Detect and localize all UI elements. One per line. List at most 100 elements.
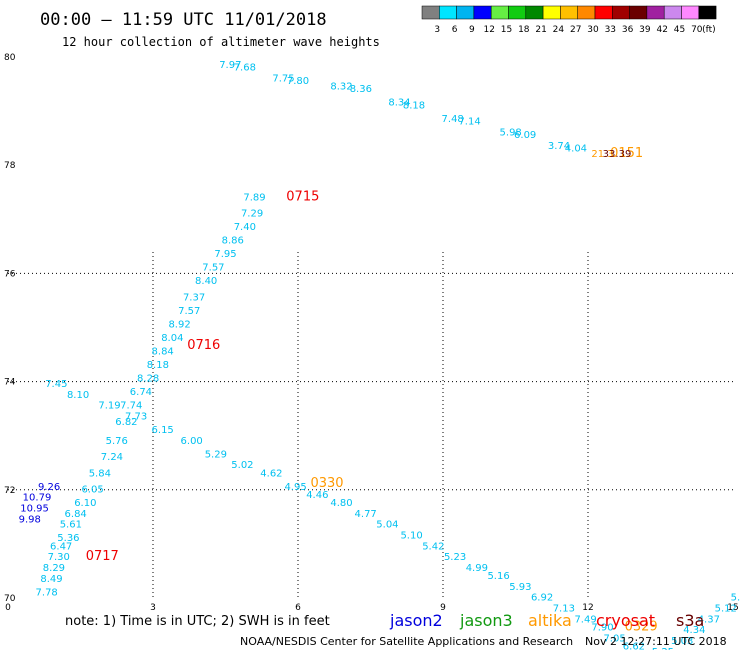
- wave-height-point: 5.23: [444, 552, 466, 563]
- satellite-legend: jason2 jason3 altika cryosat s3a: [389, 611, 704, 630]
- track-time-label: 0715: [286, 189, 319, 204]
- legend-bin-label: 42: [656, 25, 667, 35]
- y-tick-label: 74: [4, 378, 16, 388]
- y-tick-label: 72: [4, 486, 15, 496]
- wave-height-point: 7.37: [183, 292, 205, 303]
- legend-bin-label: 27: [570, 25, 581, 35]
- track-time-label: 0716: [187, 338, 220, 353]
- wave-height-point: 7.45: [45, 379, 67, 390]
- wave-height-point: 5.98: [500, 127, 522, 138]
- wave-height-point: 7.75: [272, 73, 294, 84]
- wave-height-point: 8.49: [40, 574, 62, 585]
- wave-height-point: 7.89: [243, 192, 265, 203]
- satellite-legend-item: cryosat: [596, 611, 655, 630]
- wave-height-point: 7.78: [36, 587, 58, 598]
- wave-height-point: 8.32: [330, 81, 352, 92]
- legend-bin-label: 45: [674, 25, 685, 35]
- x-tick-label: 3: [150, 603, 156, 613]
- legend-swatch: [629, 5, 648, 20]
- legend-swatch: [698, 5, 717, 20]
- wave-height-point: 9.98: [19, 514, 41, 525]
- wave-height-point: 7.57: [202, 263, 224, 274]
- y-tick-label: 80: [4, 53, 16, 63]
- wave-height-point: 5.: [731, 593, 740, 604]
- wave-height-point: 7.73: [125, 411, 147, 422]
- wave-height-point: 4.80: [330, 498, 352, 509]
- legend-swatch: [577, 5, 596, 20]
- chart-title: 00:00 – 11:59 UTC 11/01/2018: [40, 10, 327, 30]
- wave-height-point: 5.76: [106, 436, 128, 447]
- legend-swatch: [439, 5, 457, 20]
- legend-bin-label: 24: [553, 25, 565, 35]
- wave-height-point: 8.36: [350, 84, 372, 95]
- legend-swatch: [542, 5, 561, 20]
- legend-swatch: [525, 5, 544, 20]
- wave-height-point: 6.84: [65, 509, 87, 520]
- wave-height-point: 7.57: [178, 306, 200, 317]
- wave-height-point: 6.10: [74, 498, 96, 509]
- wave-height-point: 5.42: [422, 541, 444, 552]
- wave-height-point: 4.46: [306, 490, 328, 501]
- wave-height-point: 6.92: [531, 593, 553, 604]
- wave-height-point: 8.92: [168, 320, 190, 331]
- wave-height-point: 6.15: [152, 425, 174, 436]
- wave-height-point: 5.04: [376, 520, 398, 531]
- timestamp: Nov 2 12:27:11 UTC 2018: [585, 635, 727, 648]
- wave-height-point: 7.68: [234, 63, 256, 74]
- x-tick-label: 9: [440, 603, 446, 613]
- track-time-label: 0330: [310, 476, 343, 491]
- wave-height-point: 5.93: [509, 582, 531, 593]
- legend-bin-label: 15: [501, 25, 512, 35]
- satellite-legend-item: altika: [528, 611, 572, 630]
- legend-swatch: [612, 5, 630, 20]
- wave-height-point: 6.09: [514, 130, 536, 141]
- legend-bin-label: 21: [535, 25, 546, 35]
- x-tick-label: 15: [727, 603, 738, 613]
- wave-height-point: 5.03: [671, 636, 693, 647]
- wave-height-point: 8.28: [137, 374, 159, 385]
- legend-bin-label: 30: [587, 25, 599, 35]
- wave-height-point: 5.61: [60, 520, 82, 531]
- wave-height-point: 6.47: [50, 541, 72, 552]
- wave-height-point: 21.3: [591, 149, 613, 160]
- legend-swatch: [594, 5, 613, 20]
- wave-height-point: 8.86: [222, 236, 244, 247]
- wave-height-point: 4.37: [698, 614, 720, 625]
- wave-height-point: 5.16: [487, 571, 509, 582]
- y-tick-label: 78: [4, 161, 16, 171]
- wave-height-point: 7.05: [603, 633, 625, 644]
- wave-height-point: 7.19: [98, 401, 120, 412]
- x-tick-label: 12: [582, 603, 593, 613]
- wave-height-point: 8.04: [161, 333, 183, 344]
- credit-line: NOAA/NESDIS Center for Satellite Applica…: [240, 635, 573, 648]
- track-time-label: 0329: [625, 619, 658, 634]
- legend-swatch: [646, 5, 665, 20]
- wave-height-point: 6.00: [181, 436, 203, 447]
- wave-height-point: 6.74: [130, 387, 152, 398]
- wave-height-point: 5.02: [231, 460, 253, 471]
- wave-height-point: 7.48: [442, 114, 464, 125]
- legend-bin-label: 36: [622, 25, 634, 35]
- x-tick-label: 0: [5, 603, 11, 613]
- wave-height-point: 7.24: [101, 452, 123, 463]
- wave-height-point: 7.90: [591, 622, 613, 633]
- color-legend: 3 6 9 12 15 18 21 24 27 30 33 36 39 42 45 70 (ft): [421, 5, 717, 35]
- wave-height-point: 9.26: [38, 482, 60, 493]
- wave-height-point: 5.84: [89, 468, 111, 479]
- legend-unit: (ft): [702, 25, 716, 35]
- wave-height-point: 4.34: [683, 625, 705, 636]
- wave-height-point: 6.82: [115, 417, 137, 428]
- wave-height-point: 7.74: [120, 401, 142, 412]
- wave-height-point: 4.04: [565, 144, 587, 155]
- wave-height-point: 6.62: [623, 641, 645, 650]
- wave-height-point: 6.05: [81, 485, 103, 496]
- legend-bin-label: 6: [452, 25, 458, 35]
- legend-bin-label: 70: [691, 25, 703, 35]
- legend-swatch: [560, 5, 578, 20]
- wave-height-point: 10.95: [20, 503, 49, 514]
- satellite-legend-item: jason2: [389, 611, 443, 630]
- wave-height-point: 7.30: [48, 552, 70, 563]
- wave-height-point: 5.12: [715, 604, 737, 615]
